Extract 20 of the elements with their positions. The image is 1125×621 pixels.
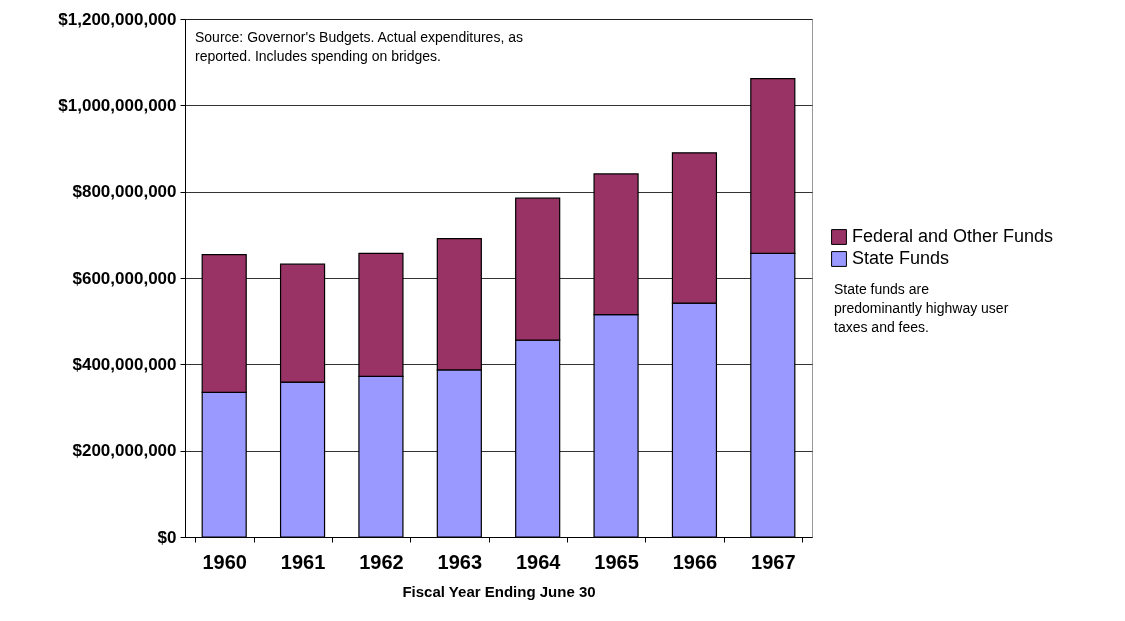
y-tick-label: $200,000,000 [72,441,177,461]
x-tick-label: 1967 [751,550,796,573]
x-tick-label: 1962 [359,550,404,573]
legend-label: Federal and Other Funds [852,226,1054,246]
x-tick-label: 1964 [515,550,562,573]
y-tick-label: $1,000,000,000 [58,95,177,115]
y-tick-label: $600,000,000 [72,268,177,288]
y-tick-label: $0 [157,527,177,547]
legend-label: State Funds [852,248,950,268]
y-tick-label: $800,000,000 [72,182,177,202]
x-tick-label: 1961 [280,550,326,573]
x-tick-label: 1966 [672,550,718,573]
annotation: Source: Governor's Budgets. Actual expenditures, as reported. Includes spending on bridges. [195,29,523,64]
y-tick-label: $1,200,000,000 [58,9,177,29]
y-tick-label: $400,000,000 [72,354,177,374]
text: State funds are predominantly highway user taxes and fees. [834,281,1009,335]
x-tick-label: 1965 [594,550,639,573]
x-tick-label: 1963 [437,550,483,573]
x-axis-title: Fiscal Year Ending June 30 [402,582,596,600]
x-tick-label: 1960 [202,550,247,573]
